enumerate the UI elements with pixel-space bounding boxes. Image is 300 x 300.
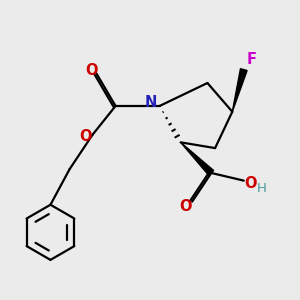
Polygon shape xyxy=(181,142,214,176)
Text: O: O xyxy=(179,199,191,214)
Text: N: N xyxy=(145,95,157,110)
Text: F: F xyxy=(247,52,257,67)
Text: H: H xyxy=(257,182,267,195)
Text: O: O xyxy=(80,129,92,144)
Text: O: O xyxy=(85,63,97,78)
Polygon shape xyxy=(232,69,247,112)
Text: O: O xyxy=(244,176,257,191)
